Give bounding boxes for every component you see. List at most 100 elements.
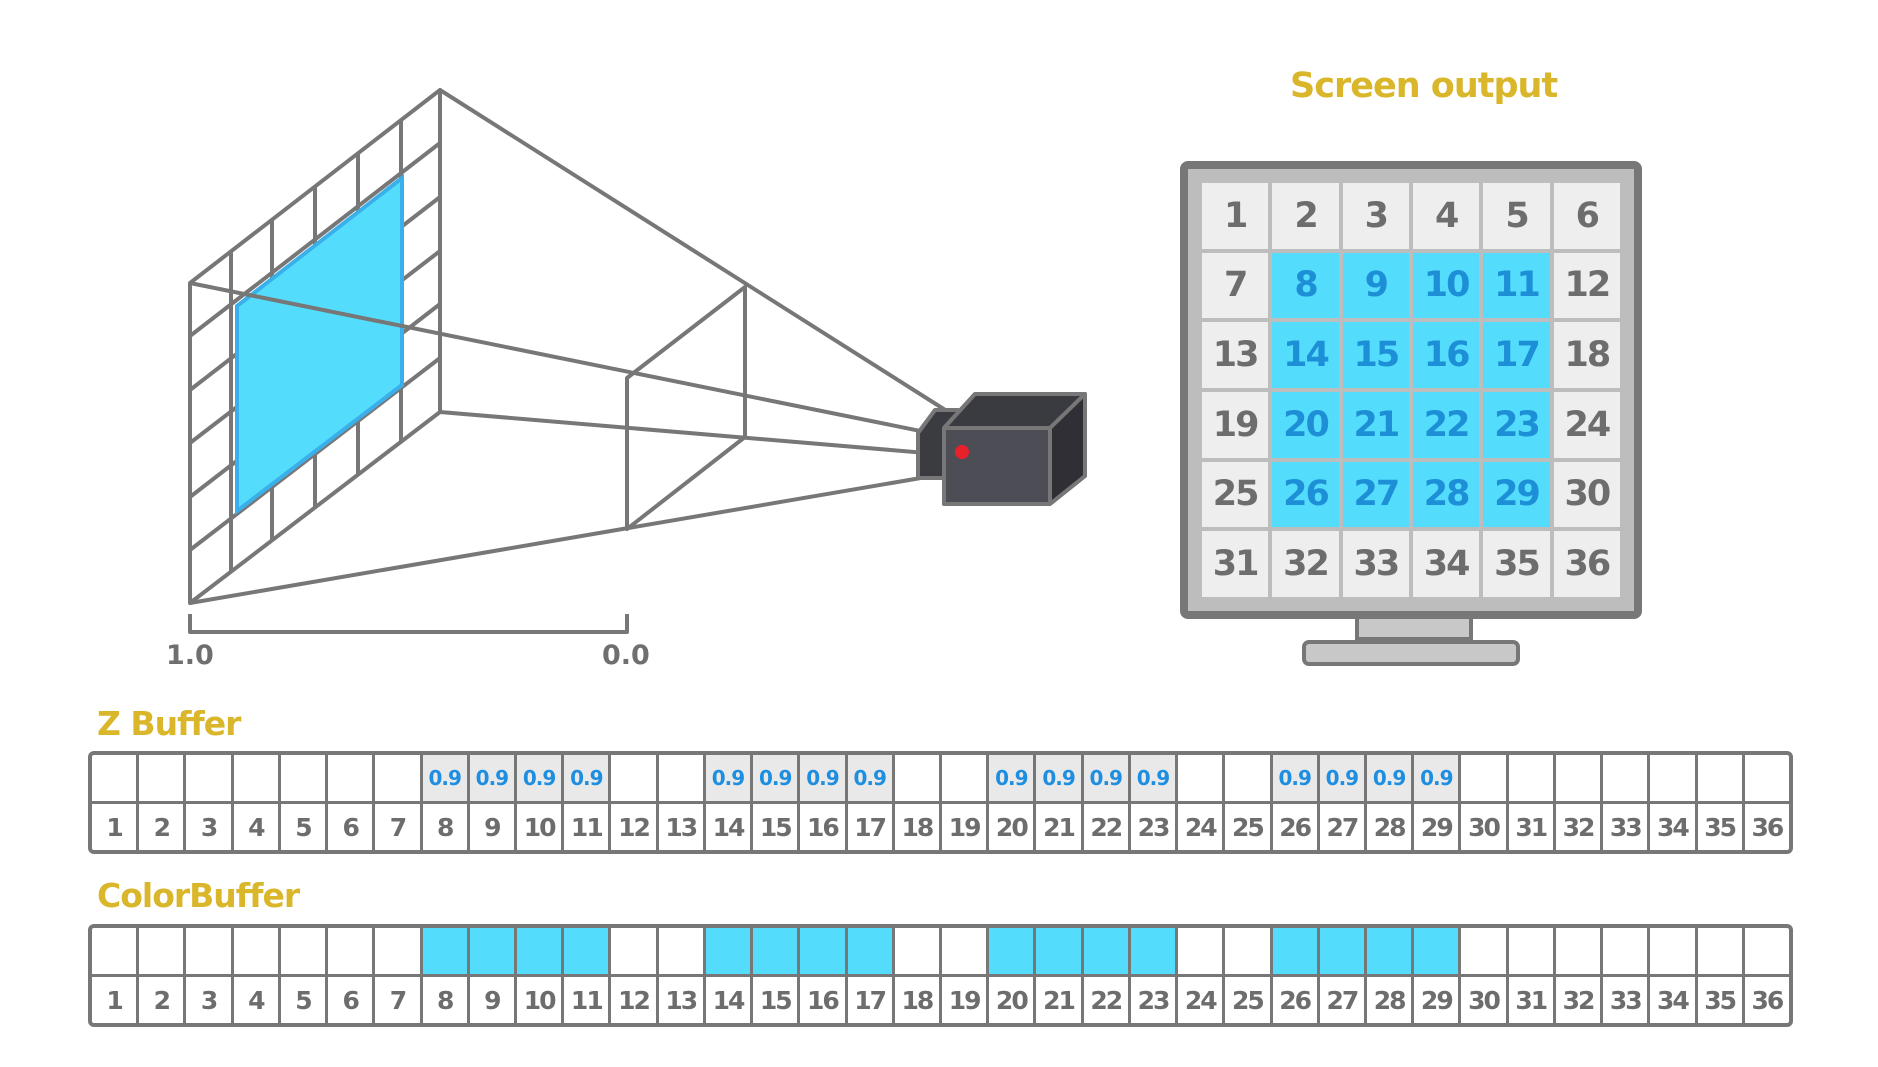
color-buffer-color-cell [375, 928, 420, 974]
screen-pixel: 25 [1202, 461, 1269, 528]
color-buffer-index-cell: 15 [753, 977, 798, 1023]
color-buffer-color-cell [1744, 928, 1789, 974]
color-buffer-color-cell [422, 928, 467, 974]
z-buffer-value-cell [280, 755, 326, 801]
color-buffer-color-cell [705, 928, 751, 974]
z-buffer-value-cell [1697, 755, 1742, 801]
z-buffer-index-cell: 16 [800, 804, 845, 850]
z-buffer-value-cell: 0.9 [989, 755, 1034, 801]
color-buffer-index-cell: 32 [1555, 977, 1601, 1023]
screen-pixel: 28 [1413, 461, 1480, 528]
near-plane [625, 285, 747, 531]
z-buffer-index-cell: 28 [1366, 804, 1412, 850]
z-buffer-index-cell: 6 [328, 804, 373, 850]
color-buffer-index-cell: 9 [469, 977, 514, 1023]
z-buffer-index-cell: 3 [186, 804, 231, 850]
z-buffer-value-cell [611, 755, 656, 801]
z-buffer-index-cell: 8 [422, 804, 467, 850]
camera-icon [916, 392, 1087, 506]
z-buffer-value-cell: 0.9 [1414, 755, 1459, 801]
color-buffer-color-cell [1083, 928, 1128, 974]
screen-pixel: 14 [1272, 322, 1339, 388]
color-buffer-color-cell [233, 928, 278, 974]
color-buffer-color-cell [941, 928, 987, 974]
screen-pixel: 29 [1483, 461, 1550, 528]
z-buffer-index-cell: 26 [1272, 804, 1317, 850]
z-buffer-index-cell: 10 [516, 804, 562, 850]
z-buffer-index-cell: 14 [705, 804, 751, 850]
color-buffer-table: 1 2 3 4 5 6 7 8 9 10 11 12 13 14 15 16 17 18 19 20 21 22 23 24 2… [88, 924, 1793, 1027]
color-buffer-index-cell: 4 [233, 977, 278, 1023]
z-buffer-index-cell: 5 [280, 804, 326, 850]
z-buffer-value-cell [92, 755, 137, 801]
z-buffer-value-cell: 0.9 [564, 755, 609, 801]
z-buffer-index-cell: 4 [233, 804, 278, 850]
color-buffer-color-cell [186, 928, 231, 974]
z-buffer-index-cell: 18 [894, 804, 939, 850]
color-buffer-color-cell [1461, 928, 1506, 974]
color-buffer-index-cell: 27 [1319, 977, 1364, 1023]
z-buffer-index-cell: 20 [989, 804, 1034, 850]
z-buffer-index-cell: 32 [1555, 804, 1601, 850]
color-buffer-color-cell [469, 928, 514, 974]
screen-pixel: 26 [1272, 461, 1339, 528]
color-buffer-index-cell: 16 [800, 977, 845, 1023]
color-buffer-index-cell: 33 [1603, 977, 1648, 1023]
screen-pixel: 19 [1202, 391, 1269, 458]
color-buffer-index-cell: 14 [705, 977, 751, 1023]
screen-pixel: 17 [1483, 322, 1550, 388]
screen-pixel: 21 [1342, 391, 1409, 458]
screen-pixel: 27 [1342, 461, 1409, 528]
z-buffer-index-cell: 30 [1461, 804, 1506, 850]
color-buffer-color-cell [1319, 928, 1364, 974]
z-buffer-index-cell: 23 [1130, 804, 1176, 850]
z-buffer-index-cell: 13 [658, 804, 703, 850]
z-buffer-index-cell: 15 [753, 804, 798, 850]
color-buffer-color-cell [1697, 928, 1742, 974]
screen-pixel: 13 [1202, 322, 1269, 388]
z-buffer-value-cell [1461, 755, 1506, 801]
color-buffer-index-cell: 21 [1036, 977, 1081, 1023]
color-buffer-color-cell [1130, 928, 1176, 974]
screen-pixel: 15 [1342, 322, 1409, 388]
z-buffer-value-cell [328, 755, 373, 801]
screen-title: Screen output [1290, 66, 1558, 106]
color-buffer-color-cell [1555, 928, 1601, 974]
color-buffer-color-cell [1650, 928, 1695, 974]
z-buffer-value-cell [894, 755, 939, 801]
screen-pixel: 11 [1483, 252, 1550, 319]
color-buffer-color-cell [1036, 928, 1081, 974]
z-buffer-value-cell: 0.9 [1319, 755, 1364, 801]
z-buffer-value-cell: 0.9 [1036, 755, 1081, 801]
screen-pixel: 18 [1553, 322, 1620, 388]
color-buffer-index-cell: 1 [92, 977, 137, 1023]
z-buffer-value-cell [1744, 755, 1789, 801]
z-buffer-value-cell [1555, 755, 1601, 801]
color-buffer-index-cell: 23 [1130, 977, 1176, 1023]
z-buffer-index-cell: 33 [1603, 804, 1648, 850]
z-buffer-value-cell: 0.9 [1366, 755, 1412, 801]
color-buffer-index-cell: 31 [1508, 977, 1553, 1023]
color-buffer-color-cell [92, 928, 137, 974]
color-buffer-index-cell: 22 [1083, 977, 1128, 1023]
color-buffer-color-cell [611, 928, 656, 974]
z-buffer-value-cell [658, 755, 703, 801]
screen-pixel: 9 [1342, 252, 1409, 319]
screen-pixel: 1 [1202, 183, 1269, 249]
color-buffer-index-cell: 6 [328, 977, 373, 1023]
z-buffer-value-cell: 0.9 [422, 755, 467, 801]
z-buffer-index-cell: 36 [1744, 804, 1789, 850]
screen-pixel: 36 [1553, 531, 1620, 597]
color-buffer-color-cell [1272, 928, 1317, 974]
z-buffer-index-cell: 35 [1697, 804, 1742, 850]
screen-pixel: 20 [1272, 391, 1339, 458]
z-buffer-index-cell: 11 [564, 804, 609, 850]
color-buffer-color-cell [989, 928, 1034, 974]
z-buffer-value-cell: 0.9 [753, 755, 798, 801]
z-buffer-index-cell: 19 [941, 804, 987, 850]
z-buffer-index-cell: 34 [1650, 804, 1695, 850]
z-buffer-index-cell: 31 [1508, 804, 1553, 850]
z-buffer-index-cell: 17 [847, 804, 892, 850]
color-buffer-color-cell [1603, 928, 1648, 974]
color-buffer-color-cell [753, 928, 798, 974]
